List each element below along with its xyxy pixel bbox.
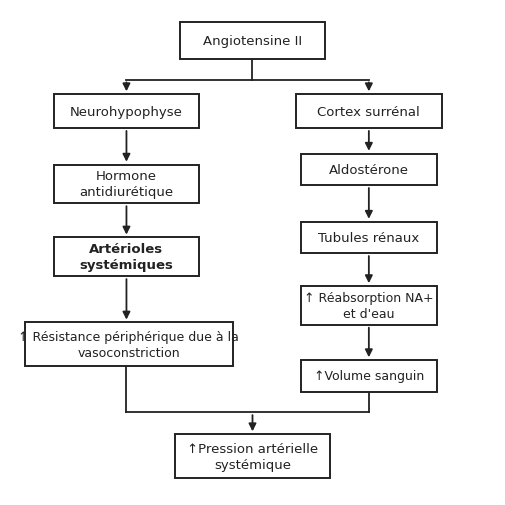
FancyBboxPatch shape	[54, 165, 199, 204]
Text: Tubules rénaux: Tubules rénaux	[318, 231, 420, 244]
Text: Aldostérone: Aldostérone	[329, 164, 409, 177]
FancyBboxPatch shape	[301, 222, 437, 254]
FancyBboxPatch shape	[301, 361, 437, 392]
FancyBboxPatch shape	[25, 323, 233, 367]
Text: Hormone
antidiurétique: Hormone antidiurétique	[79, 170, 174, 199]
FancyBboxPatch shape	[175, 434, 330, 478]
FancyBboxPatch shape	[296, 95, 441, 129]
Text: ↑ Réabsorption NA+
et d'eau: ↑ Réabsorption NA+ et d'eau	[304, 291, 434, 320]
Text: Angiotensine II: Angiotensine II	[203, 35, 302, 48]
Text: ↑ Résistance périphérique due à la
vasoconstriction: ↑ Résistance périphérique due à la vasoc…	[19, 330, 239, 359]
Text: Cortex surrénal: Cortex surrénal	[318, 106, 420, 118]
FancyBboxPatch shape	[54, 95, 199, 129]
FancyBboxPatch shape	[301, 286, 437, 325]
Text: ↑Volume sanguin: ↑Volume sanguin	[314, 370, 424, 383]
Text: Artérioles
systémiques: Artérioles systémiques	[79, 243, 173, 272]
FancyBboxPatch shape	[301, 155, 437, 186]
Text: Neurohypophyse: Neurohypophyse	[70, 106, 183, 118]
FancyBboxPatch shape	[180, 23, 325, 60]
Text: ↑Pression artérielle
systémique: ↑Pression artérielle systémique	[187, 442, 318, 471]
FancyBboxPatch shape	[54, 238, 199, 277]
